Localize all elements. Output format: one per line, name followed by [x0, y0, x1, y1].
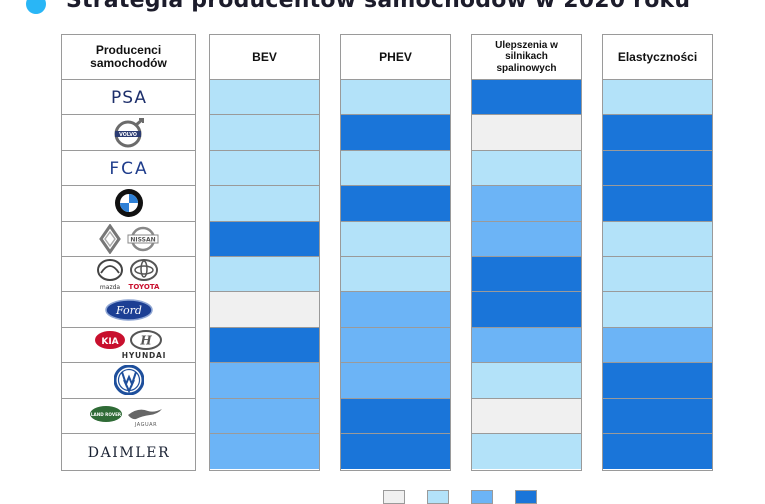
heatmap-cell: [210, 115, 319, 151]
column-bev: BEV: [209, 34, 320, 471]
column-header-phev: PHEV: [341, 35, 450, 80]
heatmap-cell: [210, 327, 319, 364]
heatmap-cell: [603, 433, 712, 470]
heatmap-cell: [472, 115, 581, 151]
manufacturer-column: Producenci samochodów PSA VOLVO FCA NISSAN m…: [61, 34, 196, 471]
heatmap-cell: [472, 292, 581, 328]
manufacturer-header: Producenci samochodów: [62, 35, 195, 80]
logo-text: PSA: [111, 88, 147, 108]
heatmap-cell: [210, 433, 319, 470]
heatmap-cell: [210, 221, 319, 257]
jlr-logo-icon: LAND ROVER JAGUAR: [62, 399, 195, 434]
renault-nissan-logo-icon: NISSAN: [62, 222, 195, 257]
daimler-logo-icon: DAIMLER: [62, 434, 195, 469]
column-flexibility: Elastyczności: [602, 34, 713, 471]
heatmap-cell: [603, 256, 712, 293]
legend-swatch: [427, 490, 449, 504]
svg-text:mazda: mazda: [99, 284, 119, 291]
title-bullet-icon: [26, 0, 46, 14]
column-phev: PHEV: [340, 34, 451, 471]
heatmap-cell: [210, 398, 319, 434]
heatmap-cell: [603, 398, 712, 434]
heatmap-cell: [603, 363, 712, 399]
kia-hyundai-logo-icon: KIA H HYUNDAI: [62, 328, 195, 364]
heatmap-cell: [341, 398, 450, 434]
column-ice-improvements: Ulepszenia w silnikach spalinowych: [471, 34, 582, 471]
chart-title-bar: Strategia producentów samochodów w 2020 …: [0, 0, 765, 18]
svg-text:JAGUAR: JAGUAR: [133, 422, 156, 428]
legend-swatch: [471, 490, 493, 504]
legend-swatch: [515, 490, 537, 504]
heatmap-cell: [472, 433, 581, 470]
heatmap-cell: [341, 115, 450, 151]
heatmap-cell: [472, 256, 581, 293]
svg-text:DAIMLER: DAIMLER: [87, 445, 169, 461]
heatmap-cell: [472, 186, 581, 222]
heatmap-cell: [341, 186, 450, 222]
heatmap-cell: [210, 292, 319, 328]
heatmap-cell: [210, 150, 319, 187]
svg-text:NISSAN: NISSAN: [130, 236, 155, 243]
heatmap-cell: [603, 292, 712, 328]
heatmap-cell: [472, 150, 581, 187]
heatmap-cell: [341, 433, 450, 470]
svg-text:H: H: [139, 333, 152, 347]
column-header-ice-improvements: Ulepszenia w silnikach spalinowych: [472, 35, 581, 80]
heatmap-cell: [472, 221, 581, 257]
heatmap-cell: [603, 150, 712, 187]
heatmap-cell: [603, 327, 712, 364]
column-header-flexibility: Elastyczności: [603, 35, 712, 80]
mazda-toyota-logo-icon: mazda TOYOTA: [62, 257, 195, 293]
heatmap-cell: [341, 256, 450, 293]
bmw-logo-icon: [62, 186, 195, 222]
svg-text:KIA: KIA: [101, 337, 118, 347]
volvo-logo-icon: VOLVO: [62, 115, 195, 151]
fca-logo-icon: FCA: [62, 151, 195, 187]
psa-logo-icon: PSA: [62, 80, 195, 116]
heatmap-cell: [472, 80, 581, 116]
svg-text:HYUNDAI: HYUNDAI: [121, 351, 165, 360]
chart-title: Strategia producentów samochodów w 2020 …: [66, 0, 691, 13]
heatmap-cell: [210, 186, 319, 222]
heatmap-cell: [341, 327, 450, 364]
heatmap-cell: [210, 363, 319, 399]
ford-logo-icon: Ford: [62, 292, 195, 328]
svg-text:LAND ROVER: LAND ROVER: [90, 412, 121, 417]
heatmap-cell: [341, 221, 450, 257]
heatmap-cell: [472, 398, 581, 434]
heatmap-cell: [603, 115, 712, 151]
svg-text:FCA: FCA: [109, 159, 148, 179]
heatmap-cell: [341, 292, 450, 328]
heatmap-cell: [603, 186, 712, 222]
legend-swatch: [383, 490, 405, 504]
heatmap-cell: [210, 80, 319, 116]
heatmap-cell: [603, 80, 712, 116]
heatmap-cell: [210, 256, 319, 293]
svg-text:Ford: Ford: [115, 304, 142, 317]
svg-text:VOLVO: VOLVO: [119, 132, 137, 138]
vw-logo-icon: [62, 363, 195, 399]
column-header-bev: BEV: [210, 35, 319, 80]
heatmap-cell: [603, 221, 712, 257]
heatmap-cell: [341, 80, 450, 116]
heatmap-cell: [472, 327, 581, 364]
svg-text:TOYOTA: TOYOTA: [128, 283, 159, 291]
heatmap-cell: [341, 363, 450, 399]
legend: [383, 490, 537, 504]
heatmap-cell: [472, 363, 581, 399]
heatmap-cell: [341, 150, 450, 187]
